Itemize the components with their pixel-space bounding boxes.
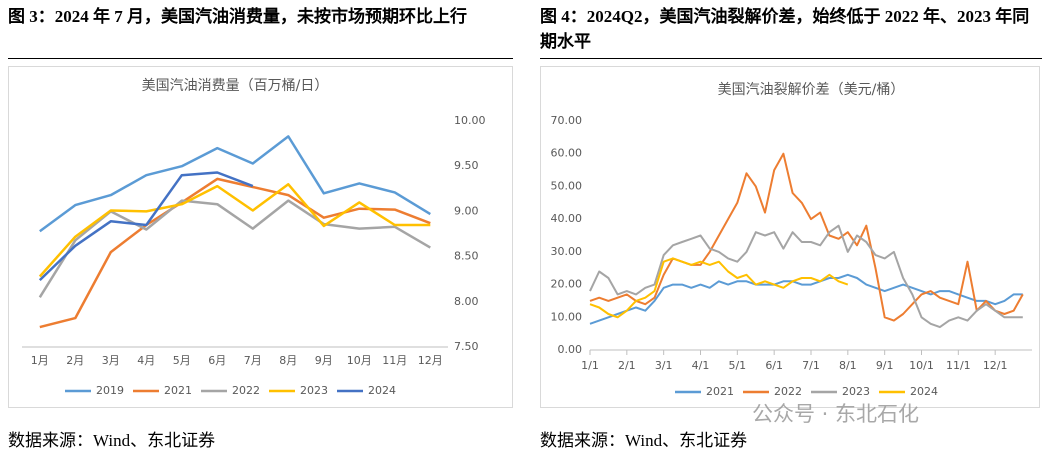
x-tick-label: 2/1 xyxy=(618,359,636,372)
legend-label: 2024 xyxy=(368,384,396,397)
legend-label: 2022 xyxy=(774,385,802,398)
x-tick-label: 1/1 xyxy=(581,359,599,372)
legend-label: 2022 xyxy=(232,384,260,397)
chart-border xyxy=(540,66,1040,408)
line-series xyxy=(38,183,431,278)
legend-label: 2024 xyxy=(910,385,938,398)
chart-title: 美国汽油裂解价差（美元/桶） xyxy=(718,82,905,98)
legend-label: 2021 xyxy=(164,384,192,397)
source-note: 数据来源：Wind、东北证券 xyxy=(540,431,748,450)
rule xyxy=(8,58,513,59)
x-tick-label: 3/1 xyxy=(655,359,673,372)
line-series xyxy=(38,199,431,298)
y-tick-label: 8.00 xyxy=(454,295,479,308)
line-series xyxy=(38,171,254,281)
x-tick-label: 10/1 xyxy=(909,359,934,372)
y-tick-label: 8.50 xyxy=(454,250,479,263)
x-tick-label: 7月 xyxy=(244,354,262,367)
legend-label: 2023 xyxy=(842,385,870,398)
line-series xyxy=(39,135,431,233)
y-tick-label: 50.00 xyxy=(551,179,583,192)
x-tick-label: 9/1 xyxy=(876,359,894,372)
x-tick-label: 4/1 xyxy=(692,359,710,372)
x-tick-label: 9月 xyxy=(315,354,333,367)
x-tick-label: 10月 xyxy=(347,354,372,367)
legend-label: 2023 xyxy=(300,384,328,397)
y-tick-label: 10.00 xyxy=(551,310,583,323)
line-series xyxy=(39,177,431,329)
figure-caption: 图 3：2024 年 7 月，美国汽油消费量，未按市场预期环比上行 xyxy=(8,7,467,26)
line-series xyxy=(589,224,1023,329)
x-tick-label: 3月 xyxy=(102,354,120,367)
legend-label: 2021 xyxy=(706,385,734,398)
y-tick-label: 20.00 xyxy=(551,278,583,291)
y-tick-label: 70.00 xyxy=(551,114,583,127)
y-tick-label: 40.00 xyxy=(551,212,583,225)
x-tick-label: 2月 xyxy=(66,354,84,367)
x-tick-label: 12/1 xyxy=(983,359,1008,372)
x-tick-label: 7/1 xyxy=(802,359,820,372)
watermark: 公众号 · 东北石化 xyxy=(752,402,920,426)
x-tick-label: 8/1 xyxy=(839,359,857,372)
figure-caption: 图 4：2024Q2，美国汽油裂解价差，始终低于 2022 年、2023 年同期… xyxy=(540,7,1030,51)
x-tick-label: 11/1 xyxy=(946,359,971,372)
rule xyxy=(540,58,1042,59)
y-tick-label: 0.00 xyxy=(558,343,583,356)
legend-label: 2019 xyxy=(96,384,124,397)
x-tick-label: 5/1 xyxy=(728,359,746,372)
x-tick-label: 6/1 xyxy=(765,359,783,372)
x-tick-label: 12月 xyxy=(418,354,443,367)
y-tick-label: 9.00 xyxy=(454,204,479,217)
line-series xyxy=(589,257,849,319)
chart: 美国汽油消费量（百万桶/日） 7.50 8.00 8.50 9.00 9.50 10.00 1… xyxy=(8,66,513,408)
x-tick-label: 5月 xyxy=(173,354,191,367)
x-tick-label: 8月 xyxy=(279,354,297,367)
x-tick-label: 11月 xyxy=(382,354,407,367)
y-tick-label: 7.50 xyxy=(454,340,479,353)
line-series xyxy=(589,152,1024,322)
source-note: 数据来源：Wind、东北证券 xyxy=(8,431,216,450)
x-tick-label: 4月 xyxy=(137,354,155,367)
y-tick-label: 9.50 xyxy=(454,159,479,172)
y-tick-label: 10.00 xyxy=(454,114,486,127)
y-tick-label: 60.00 xyxy=(551,147,583,160)
x-tick-label: 1月 xyxy=(31,354,49,367)
x-tick-label: 6月 xyxy=(208,354,226,367)
chart-border xyxy=(8,66,513,408)
chart-title: 美国汽油消费量（百万桶/日） xyxy=(142,78,329,94)
chart: 美国汽油裂解价差（美元/桶） 0.00 10.00 20.00 30.00 40.00 50… xyxy=(540,66,1040,408)
line-series xyxy=(589,273,1023,325)
y-tick-label: 30.00 xyxy=(551,245,583,258)
